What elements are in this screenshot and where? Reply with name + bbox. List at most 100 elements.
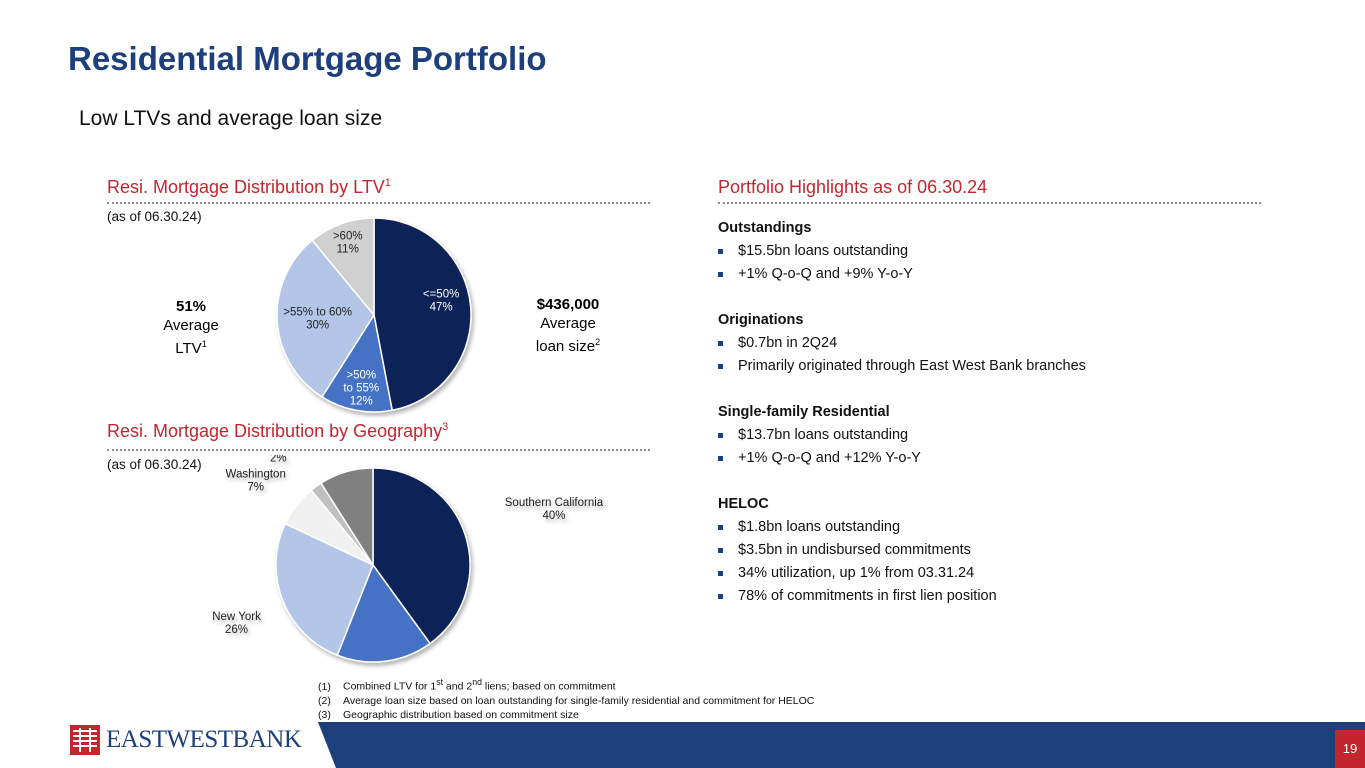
footnote-number: (1) (318, 680, 331, 693)
ltv-divider (107, 202, 650, 204)
ltv-pie-group: <=50% 47% >50% to 55% 12% >55% to 60% 30% >60% 1… (276, 217, 472, 413)
pie-slice-50 (373, 217, 472, 412)
highlight-group-originations: Originations $0.7bn in 2Q24 Primarily or… (718, 309, 1086, 378)
page-number: 19 (1335, 730, 1365, 768)
highlight-item-text: +1% Q-o-Q and +9% Y-o-Y (738, 266, 913, 282)
highlight-item: Primarily originated through East West B… (718, 355, 1086, 378)
avg-loan-value: $436,000 (536, 296, 600, 313)
highlight-item: 78% of commitments in first lien positio… (718, 585, 997, 608)
bullet-icon (718, 456, 723, 461)
highlight-item-text: $3.5bn in undisbursed commitments (738, 542, 971, 558)
bullet-icon (718, 548, 723, 553)
pie-slice-60 (311, 217, 375, 318)
footnote-2: (2) Average loan size based on loan outst… (318, 694, 814, 708)
footnote-3: (3) Geographic distribution based on comm… (318, 708, 814, 722)
footnote-text-pre: Combined LTV for 1 (343, 680, 437, 693)
pie-slice-50-to-55 (320, 312, 394, 413)
avg-loan-sup: 2 (595, 337, 601, 347)
logo-text: EASTWESTBANK (106, 726, 302, 753)
ltv-as-of: (as of 06.30.24) (107, 209, 202, 224)
page-subtitle: Low LTVs and average loan size (79, 107, 383, 130)
highlight-group-outstandings: Outstandings $15.5bn loans outstanding +… (718, 217, 913, 286)
highlight-item: +1% Q-o-Q and +12% Y-o-Y (718, 447, 921, 470)
avg-ltv-sup: 1 (201, 339, 207, 349)
pie-label-50-to-55: >50% to 55% 12% (343, 370, 379, 408)
highlight-item-text: +1% Q-o-Q and +12% Y-o-Y (738, 450, 921, 466)
avg-ltv-label1: Average (163, 317, 219, 334)
bullet-icon (718, 571, 723, 576)
footnote-text-post: liens; based on commitment (481, 680, 616, 693)
bullet-icon (718, 341, 723, 346)
pie-slice-northern-california (336, 563, 432, 663)
highlight-item-text: 78% of commitments in first lien positio… (738, 588, 997, 604)
bullet-icon (718, 364, 723, 369)
ltv-heading-sup: 1 (384, 177, 391, 189)
highlight-item-text: $0.7bn in 2Q24 (738, 335, 838, 351)
highlights-divider (718, 202, 1261, 204)
ltv-section-heading: Resi. Mortgage Distribution by LTV1 (107, 177, 391, 198)
footnotes: (1) Combined LTV for 1st and 2nd liens; b… (318, 675, 814, 722)
highlight-group-heloc: HELOC $1.8bn loans outstanding $3.5bn in… (718, 493, 997, 608)
footer-navy-band (318, 722, 1365, 768)
highlight-item: $13.7bn loans outstanding (718, 424, 921, 447)
geo-heading-text: Resi. Mortgage Distribution by Geography (107, 421, 443, 441)
footnote-number: (3) (318, 708, 331, 721)
geo-section-heading: Resi. Mortgage Distribution by Geography… (107, 421, 448, 442)
highlight-item: +1% Q-o-Q and +9% Y-o-Y (718, 263, 913, 286)
highlight-group-title: Originations (718, 312, 804, 328)
avg-loan-stat: $436,000 Average loan size2 (518, 295, 618, 356)
highlight-item-text: Primarily originated through East West B… (738, 358, 1086, 374)
pie-label-washington: Washington 7% (226, 468, 286, 493)
highlight-group-title: Single-family Residential (718, 404, 890, 420)
ltv-heading-text: Resi. Mortgage Distribution by LTV (107, 177, 385, 197)
highlight-item-text: 34% utilization, up 1% from 03.31.24 (738, 565, 975, 581)
highlight-item: 34% utilization, up 1% from 03.31.24 (718, 562, 997, 585)
highlight-item-text: $13.7bn loans outstanding (738, 427, 909, 443)
bullet-icon (718, 249, 723, 254)
pie-slice-55-to-60 (276, 239, 375, 398)
highlight-item: $1.8bn loans outstanding (718, 516, 997, 539)
avg-loan-label1: Average (540, 315, 596, 332)
footnote-text: Geographic distribution based on commitm… (343, 708, 579, 721)
pie-slice-southern-california (372, 467, 471, 645)
highlight-item: $3.5bn in undisbursed commitments (718, 539, 997, 562)
pie-label-texas: Texas2% (263, 455, 293, 465)
pie-label-60: >60% 11% (333, 230, 363, 255)
avg-ltv-value: 51% (175, 298, 207, 315)
highlight-group-title: Outstandings (718, 220, 812, 236)
footnote-text: Average loan size based on loan outstand… (343, 694, 815, 707)
bank-logo-icon (70, 725, 100, 755)
geo-heading-sup: 3 (442, 421, 449, 433)
bullet-icon (718, 525, 723, 530)
avg-ltv-stat: 51% Average LTV1 (150, 297, 232, 358)
footnote-sup-st: st (436, 677, 443, 687)
highlight-item: $15.5bn loans outstanding (718, 240, 913, 263)
bullet-icon (718, 594, 723, 599)
bullet-icon (718, 433, 723, 438)
east-west-bank-logo: EASTWESTBANK (70, 725, 310, 755)
highlights-heading: Portfolio Highlights as of 06.30.24 (718, 177, 988, 197)
page-title: Residential Mortgage Portfolio (68, 40, 547, 77)
pie-label-southern-california: Southern California 40% (505, 497, 604, 522)
pie-label-new-york: New York 26% (212, 611, 261, 636)
highlight-item: $0.7bn in 2Q24 (718, 332, 1086, 355)
pie-label-55-to-60: >55% to 60% 30% (283, 307, 352, 332)
footnote-sup-nd: nd (472, 677, 482, 687)
pie-slice-new-york (275, 522, 374, 657)
avg-loan-label2: loan size (535, 338, 596, 355)
footnote-1: (1) Combined LTV for 1st and 2nd liens; b… (318, 675, 814, 694)
highlight-item-text: $1.8bn loans outstanding (738, 519, 901, 535)
avg-ltv-label2: LTV (175, 340, 202, 357)
bullet-icon (718, 272, 723, 277)
footnote-number: (2) (318, 694, 331, 707)
geo-divider (107, 449, 650, 451)
highlight-group-sfr: Single-family Residential $13.7bn loans … (718, 401, 921, 470)
highlight-group-title: HELOC (718, 496, 769, 512)
footer-bar (318, 722, 1365, 768)
pie-slice-other (319, 467, 374, 568)
footnote-text-mid: and 2 (443, 680, 473, 693)
ltv-pie-chart: <=50% 47% >50% to 55% 12% >55% to 60% 30% >60% 1… (276, 217, 472, 413)
pie-label-50: <=50% 47% (423, 288, 459, 313)
